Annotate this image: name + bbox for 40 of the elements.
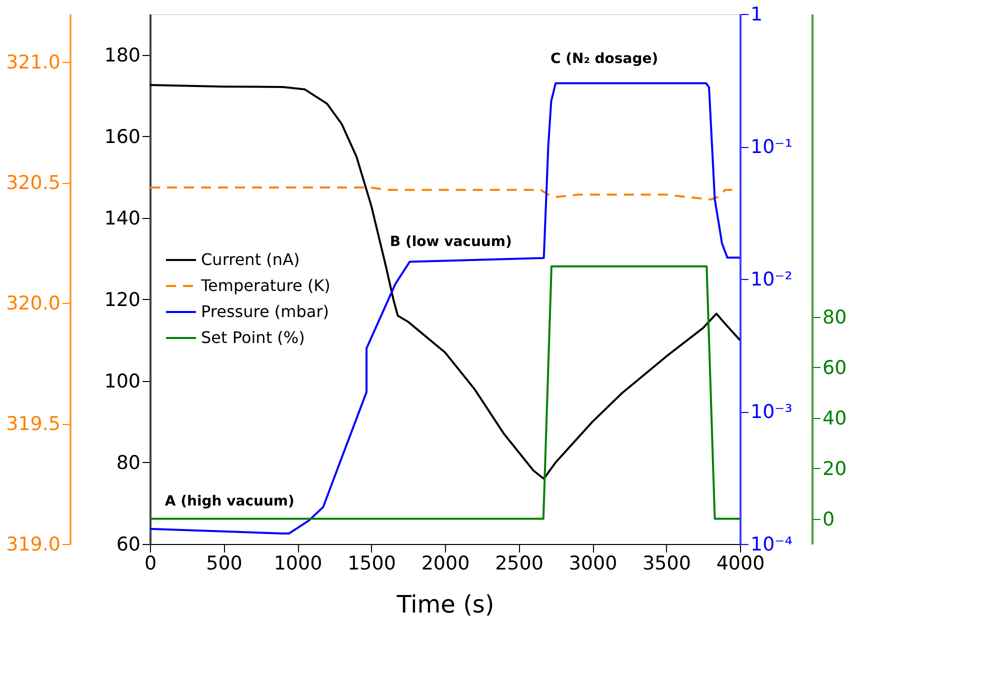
legend-label: Pressure (mbar) bbox=[201, 302, 330, 321]
y-tick-label: 60 bbox=[116, 534, 140, 556]
y-tick-label: 160 bbox=[104, 126, 140, 148]
y3-tick-label: 319.0 bbox=[6, 534, 60, 556]
x-tick-label: 1500 bbox=[348, 552, 396, 574]
line-series bbox=[150, 186, 740, 200]
y-tick-label: 100 bbox=[104, 370, 140, 392]
y-tick-label: 20 bbox=[822, 458, 847, 480]
x-tick-label: 2500 bbox=[495, 552, 544, 574]
y2-tick-label: 1 bbox=[750, 4, 763, 26]
x-tick-label: 3500 bbox=[642, 552, 691, 574]
x-tick-label: 2000 bbox=[421, 552, 470, 574]
y-tick-label: 180 bbox=[104, 44, 140, 66]
x-axis-title: Time (s) bbox=[396, 590, 494, 618]
x-tick-label: 3000 bbox=[568, 552, 618, 574]
y2-tick-label: 10⁻¹ bbox=[750, 136, 792, 158]
y-tick-label: 0 bbox=[822, 508, 835, 530]
y-tick-label: 40 bbox=[822, 407, 847, 430]
y-tick-label: 80 bbox=[822, 306, 847, 328]
y2-tick-label: 10⁻³ bbox=[750, 401, 792, 423]
y-tick-label: 120 bbox=[104, 288, 140, 311]
annotation: B (low vacuum) bbox=[390, 234, 512, 250]
annotation: A (high vacuum) bbox=[164, 494, 294, 510]
legend-label: Current (nA) bbox=[201, 250, 300, 269]
annotation: C (N₂ dosage) bbox=[550, 51, 658, 68]
x-tick-label: 1000 bbox=[274, 552, 322, 574]
y2-tick-label: 10⁻⁴ bbox=[750, 534, 793, 556]
legend-label: Temperature (K) bbox=[200, 276, 330, 295]
y2-tick-label: 10⁻² bbox=[750, 268, 792, 290]
x-tick-label: 0 bbox=[144, 552, 157, 574]
y3-tick-label: 321.0 bbox=[6, 52, 60, 74]
y-tick-label: 140 bbox=[104, 207, 140, 230]
x-tick-label: 500 bbox=[206, 552, 242, 574]
x-tick-label: 4000 bbox=[716, 552, 765, 574]
y3-tick-label: 320.0 bbox=[6, 292, 60, 315]
y3-tick-label: 320.5 bbox=[6, 172, 60, 194]
y-tick-label: 80 bbox=[116, 452, 140, 474]
y3-tick-label: 319.5 bbox=[6, 413, 60, 436]
y-tick-label: 60 bbox=[822, 356, 847, 379]
legend-label: Set Point (%) bbox=[201, 328, 305, 347]
